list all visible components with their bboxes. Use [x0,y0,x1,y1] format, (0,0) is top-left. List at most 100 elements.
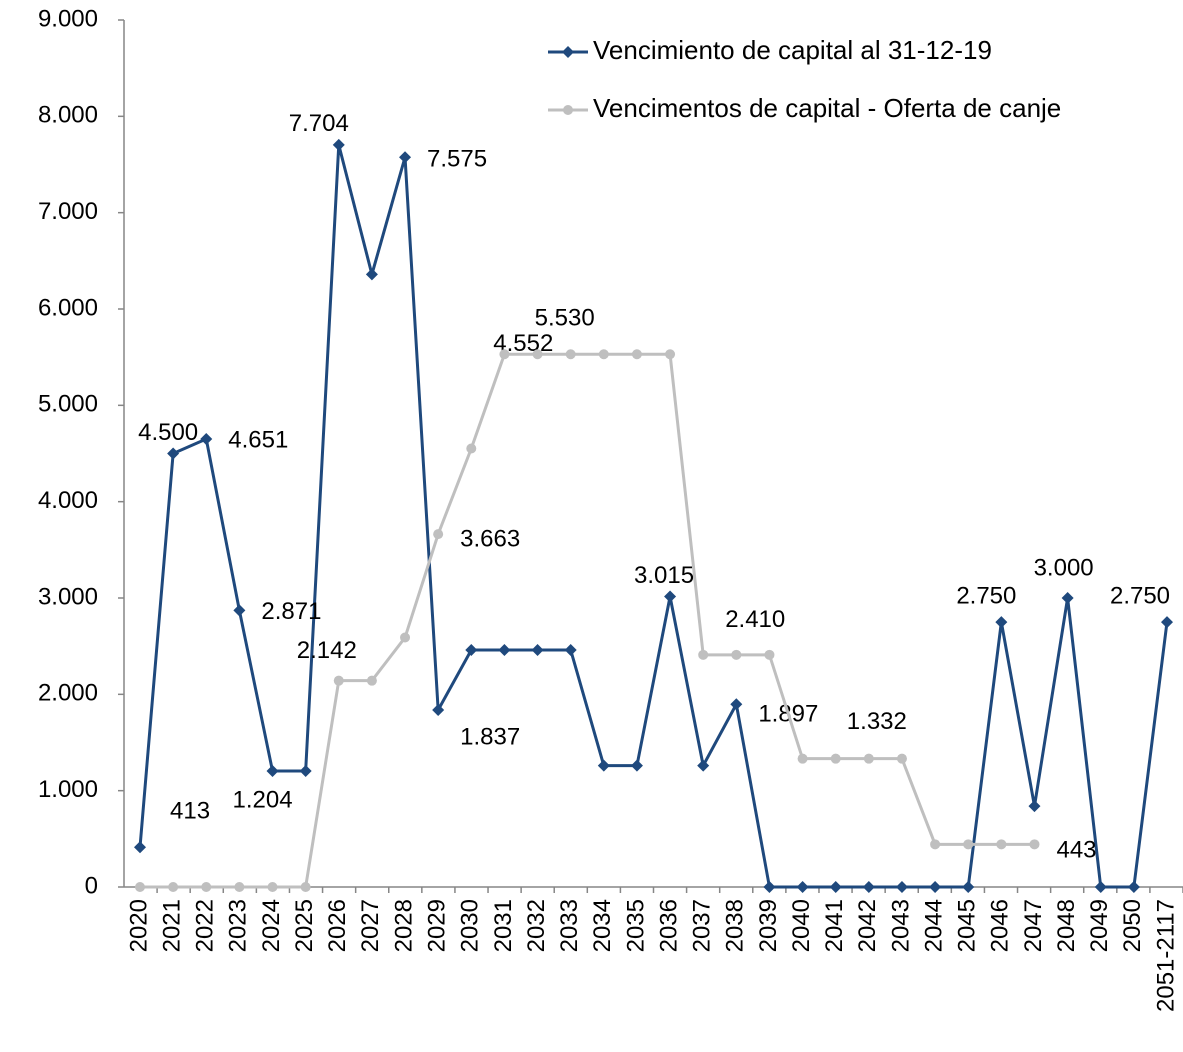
x-tick-label: 2051-2117 [1152,899,1179,1012]
x-tick-label: 2023 [225,899,252,952]
marker [829,881,842,893]
x-tick-label: 2046 [987,899,1014,952]
marker [399,151,412,164]
x-tick-label: 2033 [556,899,583,952]
marker [565,349,576,360]
y-tick-label: 3.000 [38,583,98,610]
data-label: 2.871 [261,598,321,625]
data-label: 3.663 [460,525,520,552]
marker [201,882,212,892]
data-label: 3.015 [634,562,694,589]
x-tick-label: 2034 [589,899,616,952]
marker [1029,839,1040,850]
marker [896,753,907,764]
data-label: 4.651 [228,426,288,453]
marker [929,881,942,893]
marker [1127,881,1140,893]
marker [266,765,279,778]
marker [764,649,775,660]
marker [963,839,974,850]
marker [233,604,246,617]
marker [697,759,710,772]
legend-marker [563,105,573,115]
x-tick-label: 2029 [424,899,451,952]
marker [664,590,677,603]
marker [1161,616,1173,629]
marker [300,882,311,892]
marker [200,432,213,445]
marker [1028,800,1041,813]
marker [631,349,642,360]
series-line [138,144,1169,889]
x-tick-label: 2022 [192,899,219,952]
marker [432,704,445,717]
marker [531,644,544,657]
x-tick-label: 2035 [622,899,649,952]
marker [134,841,146,854]
data-label: 443 [1056,837,1096,864]
x-tick-label: 2044 [920,899,947,952]
marker [466,443,477,454]
y-tick-label: 4.000 [38,487,98,514]
data-label: 4.500 [138,419,198,446]
y-tick-label: 0 [85,872,98,899]
marker [168,882,179,892]
marker [731,649,742,660]
data-label: 1.837 [460,723,520,750]
x-tick-label: 2045 [954,899,981,952]
data-label: 7.575 [427,146,487,173]
marker [532,349,543,360]
x-tick-label: 2050 [1119,899,1146,952]
marker [597,759,610,772]
marker [830,753,841,764]
marker [332,138,345,151]
y-tick-label: 5.000 [38,391,98,418]
marker [995,616,1008,629]
x-tick-label: 2039 [755,899,782,952]
x-tick-label: 2041 [821,899,848,952]
data-label: 3.000 [1034,554,1094,581]
x-tick-label: 2047 [1020,899,1047,952]
marker [433,529,444,540]
x-tick-label: 2043 [887,899,914,952]
data-label: 413 [170,798,210,825]
marker [267,882,278,892]
x-tick-label: 2037 [689,899,716,952]
x-tick-label: 2027 [357,899,384,952]
x-tick-label: 2040 [788,899,815,952]
marker [234,882,245,892]
marker [996,839,1007,850]
x-tick-label: 2042 [854,899,881,952]
marker [895,881,908,893]
data-label: 2.750 [956,582,1016,609]
marker [299,765,312,778]
marker [763,881,776,893]
marker [400,632,411,643]
marker [730,698,743,711]
x-tick-label: 2030 [457,899,484,952]
data-label: 2.410 [725,606,785,633]
legend-label: Vencimiento de capital al 31-12-19 [593,35,992,65]
marker [167,447,180,460]
y-tick-label: 9.000 [38,5,98,32]
data-label: 1.204 [232,786,292,813]
series-line [140,352,1035,889]
marker [862,881,875,893]
x-tick-label: 2025 [291,899,318,952]
marker [598,349,609,360]
y-tick-label: 1.000 [38,776,98,803]
marker [665,349,676,360]
x-tick-label: 2028 [390,899,417,952]
data-label: 2.750 [1110,582,1170,609]
marker [333,675,344,686]
y-tick-label: 6.000 [38,294,98,321]
marker [365,268,378,281]
data-label: 5.530 [535,305,595,332]
x-tick-label: 2021 [158,899,185,952]
marker [1061,592,1074,604]
marker [962,881,975,893]
marker [564,644,577,657]
marker [863,753,874,764]
x-tick-label: 2024 [258,899,285,952]
marker [465,644,478,657]
